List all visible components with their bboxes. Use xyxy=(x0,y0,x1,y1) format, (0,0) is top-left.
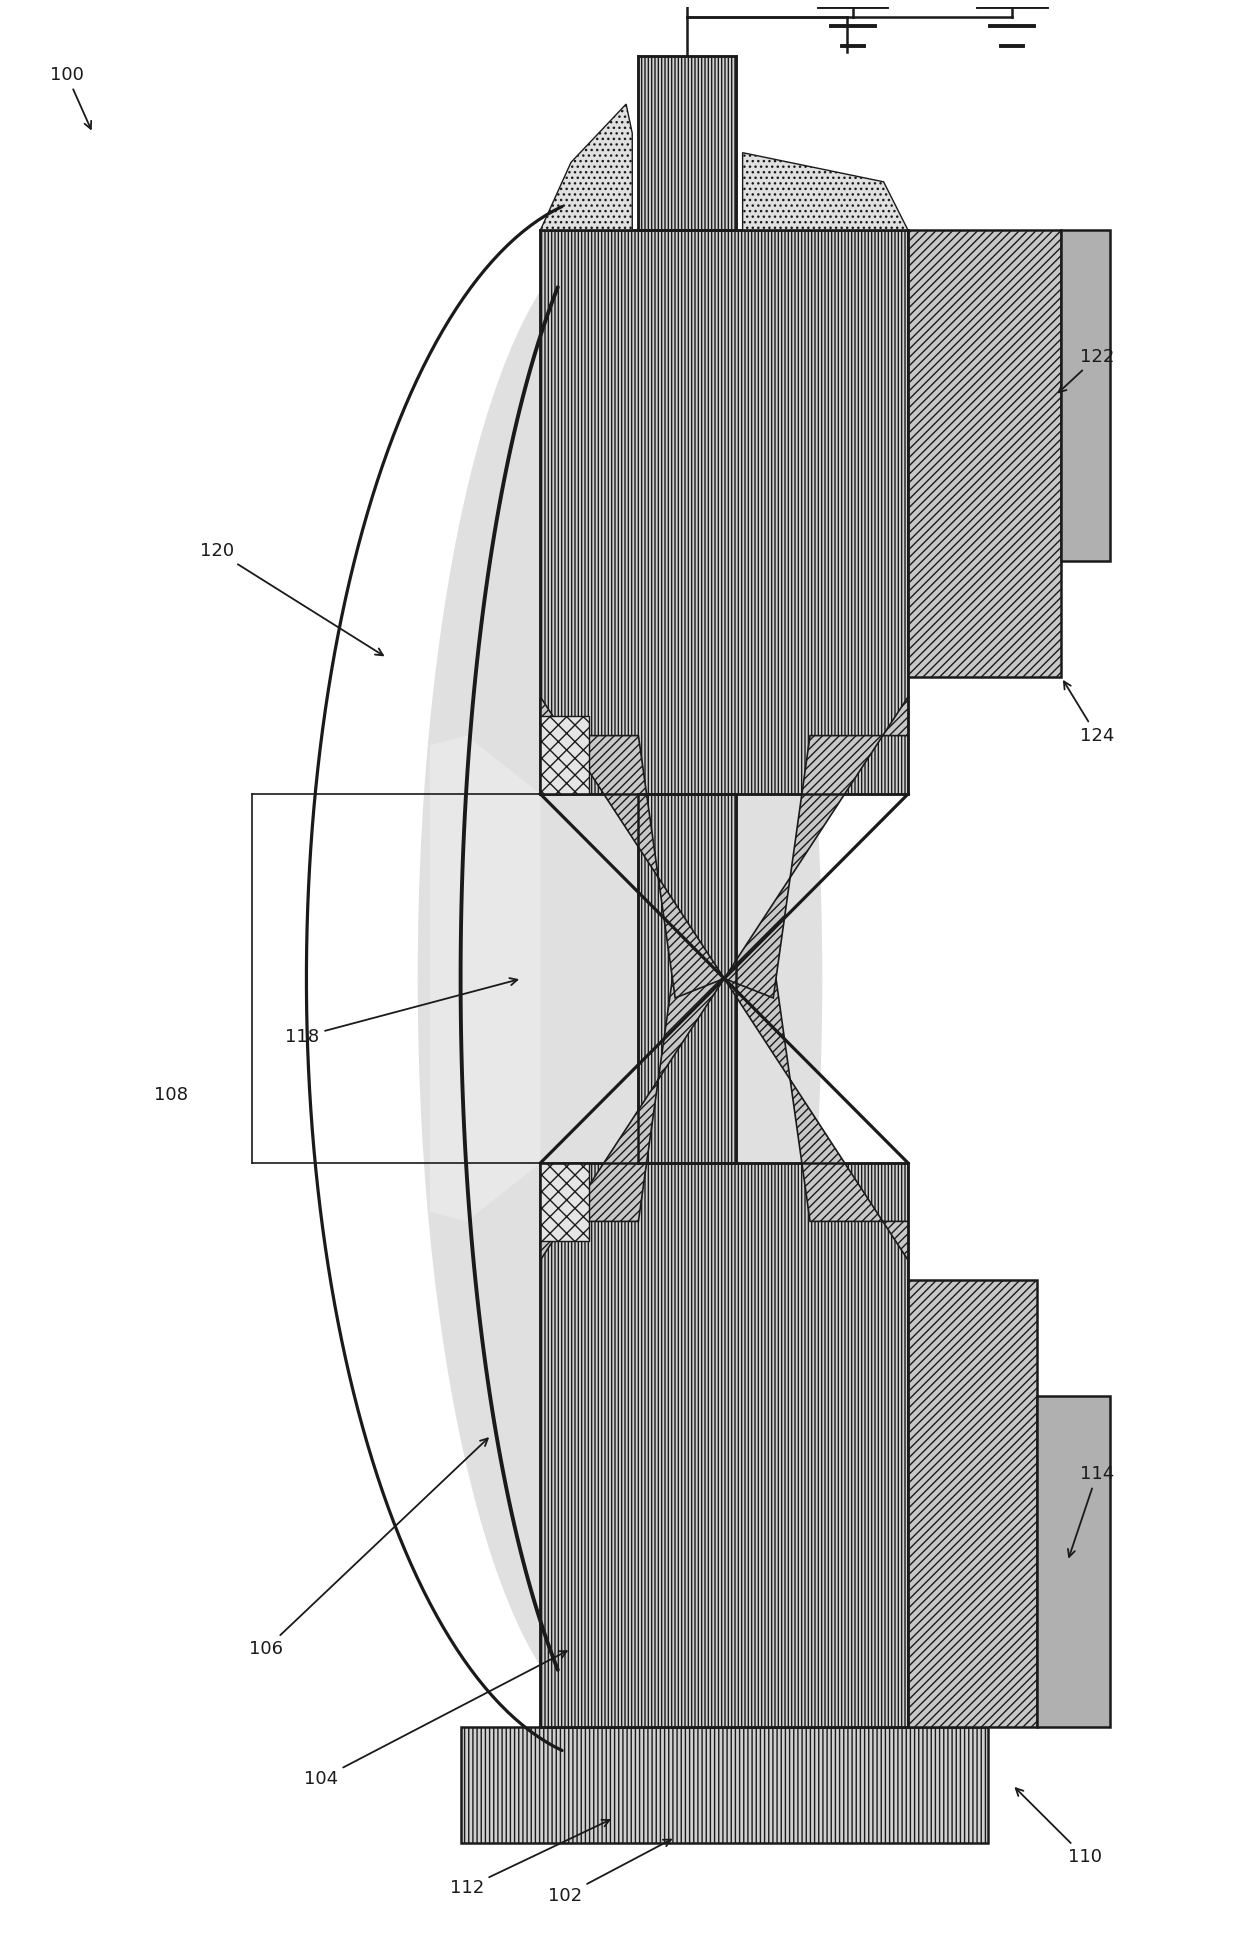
Text: 106: 106 xyxy=(249,1438,487,1658)
Text: 102: 102 xyxy=(548,1840,671,1904)
Polygon shape xyxy=(460,1726,988,1843)
Polygon shape xyxy=(724,959,908,1260)
Polygon shape xyxy=(430,736,541,1221)
Polygon shape xyxy=(541,1162,589,1241)
Text: 108: 108 xyxy=(154,1086,188,1104)
Text: 114: 114 xyxy=(1068,1466,1114,1558)
Polygon shape xyxy=(541,231,908,795)
Text: 112: 112 xyxy=(450,1820,610,1896)
Text: 100: 100 xyxy=(50,67,92,129)
Text: 122: 122 xyxy=(1059,348,1115,391)
Text: 120: 120 xyxy=(200,542,383,656)
Text: 104: 104 xyxy=(304,1652,567,1789)
Ellipse shape xyxy=(418,231,822,1726)
Polygon shape xyxy=(1061,231,1111,562)
Polygon shape xyxy=(541,1162,908,1726)
Polygon shape xyxy=(743,153,908,231)
Polygon shape xyxy=(541,716,589,795)
Polygon shape xyxy=(724,697,908,998)
Polygon shape xyxy=(541,959,724,1260)
Text: 124: 124 xyxy=(1064,681,1115,744)
Polygon shape xyxy=(908,231,1061,677)
Polygon shape xyxy=(639,55,737,231)
Polygon shape xyxy=(1037,1395,1111,1726)
Text: 118: 118 xyxy=(285,978,517,1045)
Text: 110: 110 xyxy=(1016,1789,1101,1865)
Polygon shape xyxy=(639,795,737,1162)
Polygon shape xyxy=(541,104,632,231)
Polygon shape xyxy=(541,697,724,998)
Polygon shape xyxy=(908,1280,1037,1726)
